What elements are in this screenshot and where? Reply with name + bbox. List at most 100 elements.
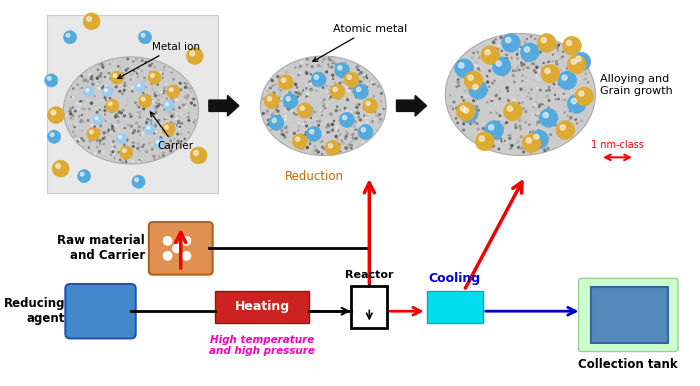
Circle shape	[304, 122, 306, 123]
Circle shape	[340, 92, 341, 93]
Circle shape	[105, 77, 106, 78]
Circle shape	[127, 150, 129, 151]
Circle shape	[111, 148, 113, 150]
Circle shape	[364, 83, 366, 85]
Circle shape	[475, 132, 494, 151]
Circle shape	[350, 111, 352, 113]
Circle shape	[301, 110, 302, 111]
Circle shape	[326, 146, 328, 148]
Circle shape	[314, 111, 315, 113]
Circle shape	[346, 147, 347, 149]
Circle shape	[140, 159, 141, 160]
Text: Alloying and
Grain growth: Alloying and Grain growth	[600, 74, 673, 96]
Circle shape	[130, 113, 131, 115]
Circle shape	[474, 90, 475, 91]
Circle shape	[108, 73, 110, 74]
Circle shape	[69, 110, 71, 112]
Circle shape	[147, 158, 148, 159]
Circle shape	[458, 63, 464, 68]
Circle shape	[570, 57, 572, 59]
Circle shape	[277, 104, 278, 105]
Circle shape	[549, 64, 551, 65]
Circle shape	[572, 52, 591, 71]
Circle shape	[155, 108, 157, 109]
Circle shape	[286, 126, 288, 128]
Text: High temperature
and high pressure: High temperature and high pressure	[209, 335, 315, 356]
Circle shape	[290, 108, 291, 110]
Circle shape	[566, 81, 568, 83]
Circle shape	[335, 135, 337, 137]
Circle shape	[463, 119, 464, 120]
Circle shape	[553, 74, 554, 76]
Circle shape	[551, 67, 552, 68]
FancyBboxPatch shape	[591, 287, 668, 343]
Circle shape	[300, 92, 302, 93]
Circle shape	[176, 89, 177, 90]
Circle shape	[123, 150, 125, 151]
Circle shape	[160, 72, 162, 74]
Circle shape	[107, 89, 109, 90]
Circle shape	[545, 115, 546, 117]
Circle shape	[78, 139, 80, 140]
Circle shape	[349, 76, 350, 77]
Circle shape	[344, 107, 346, 109]
Circle shape	[301, 111, 302, 112]
Circle shape	[111, 111, 113, 112]
Circle shape	[489, 70, 491, 72]
Circle shape	[300, 62, 302, 63]
Circle shape	[279, 122, 281, 124]
Circle shape	[194, 122, 195, 123]
Circle shape	[162, 69, 164, 71]
Circle shape	[338, 86, 339, 87]
Circle shape	[135, 118, 136, 119]
Circle shape	[575, 69, 577, 70]
Circle shape	[365, 75, 367, 77]
Circle shape	[469, 80, 487, 99]
Circle shape	[151, 95, 153, 96]
Circle shape	[356, 87, 360, 91]
Circle shape	[527, 46, 529, 48]
Circle shape	[120, 74, 121, 76]
Circle shape	[99, 143, 101, 145]
Circle shape	[164, 87, 165, 89]
Circle shape	[178, 128, 180, 129]
Circle shape	[576, 59, 577, 60]
Circle shape	[284, 78, 286, 79]
Text: Reactor: Reactor	[345, 270, 393, 280]
Circle shape	[340, 92, 342, 93]
Circle shape	[310, 107, 312, 109]
Circle shape	[167, 127, 168, 129]
Circle shape	[485, 56, 487, 58]
Circle shape	[323, 58, 325, 60]
Circle shape	[153, 132, 155, 134]
Circle shape	[556, 121, 575, 139]
Circle shape	[482, 78, 483, 79]
Circle shape	[491, 135, 492, 136]
Circle shape	[304, 134, 306, 136]
Circle shape	[519, 119, 521, 121]
Circle shape	[523, 108, 524, 109]
Circle shape	[314, 146, 315, 147]
Circle shape	[529, 59, 531, 60]
Circle shape	[547, 107, 550, 108]
Circle shape	[305, 106, 307, 107]
Circle shape	[298, 122, 300, 124]
Circle shape	[99, 130, 102, 132]
Circle shape	[330, 84, 345, 99]
Circle shape	[571, 98, 577, 104]
Circle shape	[517, 68, 519, 69]
Circle shape	[314, 149, 315, 151]
Circle shape	[97, 77, 98, 79]
Circle shape	[178, 107, 181, 108]
Circle shape	[509, 45, 511, 46]
Circle shape	[530, 130, 549, 149]
Circle shape	[151, 89, 153, 91]
Circle shape	[315, 80, 316, 82]
Circle shape	[111, 90, 112, 91]
Circle shape	[335, 82, 336, 84]
Circle shape	[188, 132, 189, 133]
Circle shape	[360, 119, 361, 121]
Circle shape	[520, 43, 539, 62]
Circle shape	[155, 125, 156, 127]
Circle shape	[111, 157, 113, 159]
